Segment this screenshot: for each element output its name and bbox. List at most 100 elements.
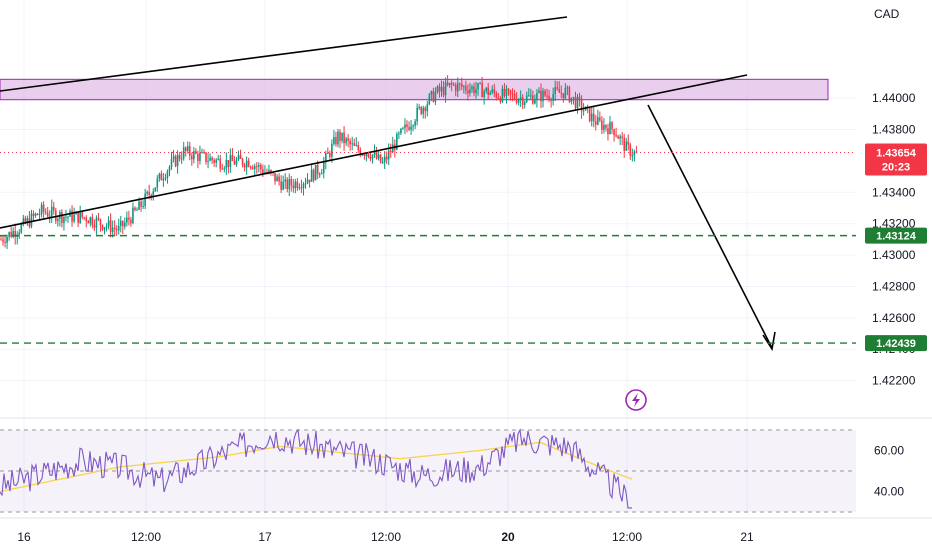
time-axis: 16 12:00 17 12:00 20 12:00 21 <box>0 517 932 544</box>
candle-body <box>205 152 207 162</box>
candle-body <box>119 220 122 226</box>
candle-body <box>412 125 414 127</box>
candle-body <box>444 82 447 96</box>
candle-body <box>268 170 270 173</box>
candle-body <box>385 156 388 160</box>
candle-body <box>178 154 181 160</box>
candle-body <box>243 164 246 168</box>
candle-body <box>617 136 619 139</box>
candle-body <box>375 151 378 159</box>
candle-body <box>81 212 83 218</box>
candle-body <box>347 138 349 141</box>
candle-body <box>322 162 325 173</box>
candle-body <box>438 86 441 92</box>
candle-body <box>574 96 577 109</box>
candle-body <box>296 181 299 189</box>
candle-body <box>132 207 134 224</box>
candle-body <box>215 159 217 163</box>
candle-body <box>341 132 343 141</box>
candle-body <box>517 99 520 103</box>
candle-body <box>489 92 492 95</box>
candle-body <box>471 86 473 90</box>
candle-body <box>197 153 199 161</box>
time-tick-label: 21 <box>740 530 754 544</box>
candle-body <box>481 83 483 98</box>
candle-body <box>136 209 138 211</box>
candle-body <box>363 154 366 157</box>
price-tick-label: 1.43200 <box>872 217 916 231</box>
candle-body <box>511 93 514 95</box>
candle-body <box>138 201 140 210</box>
currency-label: CAD <box>874 7 900 21</box>
candle-body <box>109 220 112 233</box>
candle-body <box>552 94 554 101</box>
candle-body <box>493 89 496 93</box>
candle-body <box>201 152 203 154</box>
candle-body <box>611 122 613 130</box>
candle-body <box>525 95 528 102</box>
candle-body <box>91 217 94 226</box>
candle-body <box>288 179 291 190</box>
candle-body <box>627 141 630 145</box>
candle-body <box>546 95 548 97</box>
candle-body <box>422 107 425 114</box>
candle-body <box>367 154 370 158</box>
candle-body <box>304 183 307 185</box>
price-tick-label: 1.42200 <box>872 374 916 388</box>
candle-body <box>576 96 579 109</box>
candle-body <box>314 164 317 181</box>
candle-body <box>186 146 189 151</box>
candle-body <box>558 88 561 93</box>
candle-body <box>71 210 73 222</box>
candle-body <box>130 219 132 224</box>
candle-body <box>278 176 280 182</box>
candle-body <box>286 179 289 190</box>
lightning-icon[interactable] <box>625 389 647 411</box>
candle-body <box>174 156 177 167</box>
candle-body <box>122 220 124 227</box>
candle-body <box>20 224 23 233</box>
candle-body <box>416 107 418 122</box>
candle-body <box>239 155 242 159</box>
candle-body <box>337 131 339 145</box>
candle-body <box>115 228 118 231</box>
candle-body <box>249 166 252 168</box>
candle-body <box>260 165 262 170</box>
candle-body <box>619 136 621 139</box>
candle-body <box>292 185 295 189</box>
candle-body <box>253 166 256 170</box>
candle-body <box>528 95 530 97</box>
candle-body <box>582 110 585 112</box>
candle-body <box>590 113 593 122</box>
candle-body <box>300 187 303 189</box>
candle-body <box>26 218 29 224</box>
candle-body <box>241 158 244 165</box>
candle-body <box>231 155 234 161</box>
candle-body <box>389 150 392 153</box>
candle-body <box>44 211 47 213</box>
candle-body <box>251 167 254 170</box>
candle-body <box>306 179 309 184</box>
candle-body <box>353 143 356 146</box>
upper-trendline <box>0 16 568 92</box>
candle-body <box>209 157 211 161</box>
candle-body <box>505 88 508 96</box>
candle-body <box>93 225 96 228</box>
candle-body <box>150 194 153 197</box>
candle-body <box>605 124 607 129</box>
candle-body <box>556 87 559 89</box>
candle-body <box>282 181 284 190</box>
candle-body <box>191 155 193 160</box>
candle-body <box>446 82 449 86</box>
candle-body <box>538 90 540 93</box>
candle-body <box>162 178 165 181</box>
icon-layer[interactable] <box>625 389 647 411</box>
candle-body <box>349 140 351 145</box>
candle-body <box>542 90 544 102</box>
candle-body <box>124 222 126 227</box>
resistance-zone-layer <box>0 78 829 101</box>
candle-body <box>631 155 634 157</box>
candle-body <box>465 86 467 91</box>
